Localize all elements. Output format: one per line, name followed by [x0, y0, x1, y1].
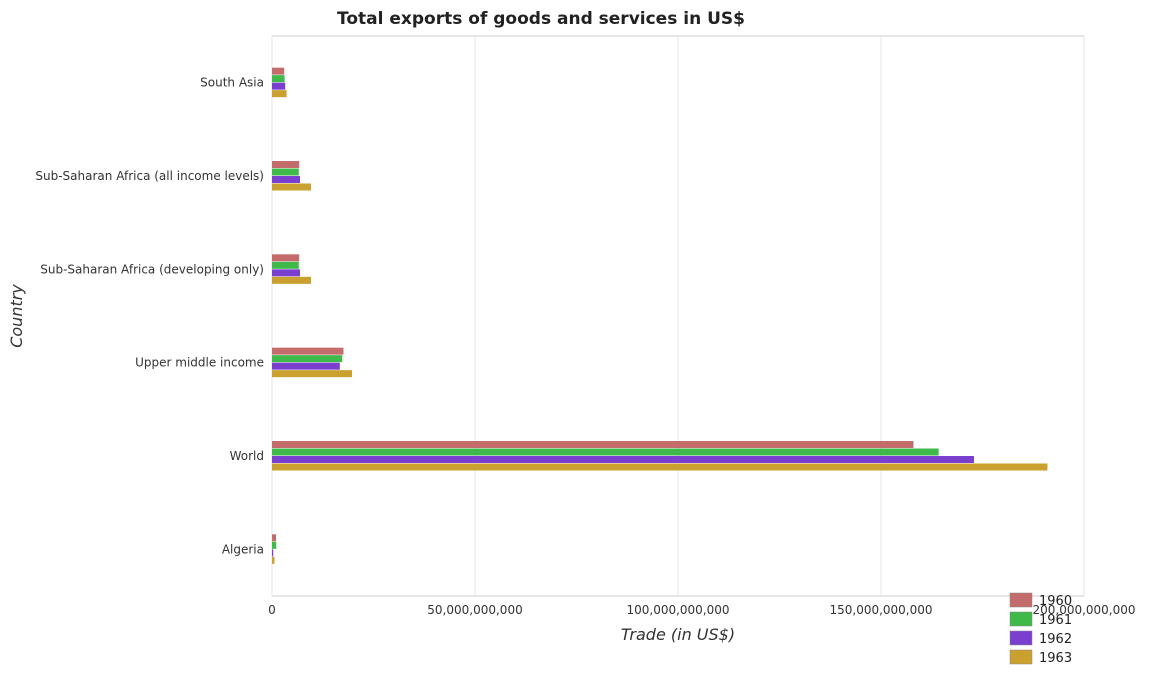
x-tick-labels: 0 50,000,000,000 100,000,000,000 150,000,00… — [268, 603, 1135, 617]
bar-algeria-1962 — [272, 549, 274, 557]
legend: 1960 1961 1962 1963 — [1009, 592, 1072, 666]
bar-sub-saharan-africa-developing-only-1961 — [272, 261, 299, 269]
legend-label-1960: 1960 — [1039, 594, 1072, 609]
y-tick-label-algeria: Algeria — [222, 542, 264, 556]
bar-sub-saharan-africa-developing-only-1960 — [272, 254, 300, 262]
bar-algeria-1961 — [272, 541, 277, 549]
bar-world-1960 — [272, 441, 914, 448]
legend-swatch-1962 — [1009, 630, 1033, 646]
bar-world-1961 — [272, 448, 939, 456]
legend-label-1962: 1962 — [1039, 632, 1072, 647]
bar-algeria-1960 — [272, 534, 277, 542]
bar-sub-saharan-africa-all-income-levels-1963 — [272, 183, 311, 191]
x-axis-label: Trade (in US$) — [621, 625, 735, 644]
y-tick-label-south-asia: South Asia — [200, 76, 264, 90]
y-tick-labels: South Asia Sub-Saharan Africa (all income… — [35, 76, 264, 557]
legend-swatch-1960 — [1009, 592, 1033, 608]
legend-label-1961: 1961 — [1039, 613, 1072, 628]
legend-swatch-1961 — [1009, 611, 1033, 627]
x-tick-label-0: 0 — [268, 603, 276, 617]
bar-sub-saharan-africa-all-income-levels-1960 — [272, 161, 300, 168]
x-tick-label-1: 50,000,000,000 — [427, 603, 522, 617]
bar-south-asia-1963 — [272, 90, 287, 98]
bar-sub-saharan-africa-all-income-levels-1961 — [272, 168, 299, 176]
bar-sub-saharan-africa-developing-only-1962 — [272, 269, 301, 277]
y-tick-label-sub-saharan-africa-developing-only: Sub-Saharan Africa (developing only) — [40, 262, 264, 276]
bar-world-1962 — [272, 456, 974, 463]
legend-label-1963: 1963 — [1039, 651, 1072, 666]
bar-south-asia-1962 — [272, 82, 286, 90]
bar-upper-middle-income-1962 — [272, 362, 340, 370]
bar-algeria-1963 — [272, 556, 275, 564]
bar-south-asia-1961 — [272, 75, 285, 83]
grid-lines — [271, 36, 1085, 596]
chart-title: Total exports of goods and services in U… — [337, 9, 745, 29]
bar-world-1963 — [272, 463, 1048, 471]
bar-sub-saharan-africa-developing-only-1963 — [272, 276, 311, 284]
bar-upper-middle-income-1960 — [272, 347, 344, 355]
y-tick-label-world: World — [230, 449, 264, 463]
y-tick-label-sub-saharan-africa-all-income-levels: Sub-Saharan Africa (all income levels) — [35, 169, 264, 183]
bars — [272, 67, 1048, 564]
x-tick-label-4: 200,000,000,000 — [1032, 603, 1135, 617]
y-tick-label-upper-middle-income: Upper middle income — [135, 356, 264, 370]
bar-sub-saharan-africa-all-income-levels-1962 — [272, 176, 301, 183]
legend-swatch-1963 — [1009, 649, 1033, 665]
x-tick-label-3: 150,000,000,000 — [829, 603, 932, 617]
bar-upper-middle-income-1961 — [272, 355, 343, 363]
bar-south-asia-1960 — [272, 67, 285, 75]
y-axis-label: Country — [7, 284, 26, 348]
bar-upper-middle-income-1963 — [272, 370, 352, 378]
x-tick-label-2: 100,000,000,000 — [626, 603, 729, 617]
